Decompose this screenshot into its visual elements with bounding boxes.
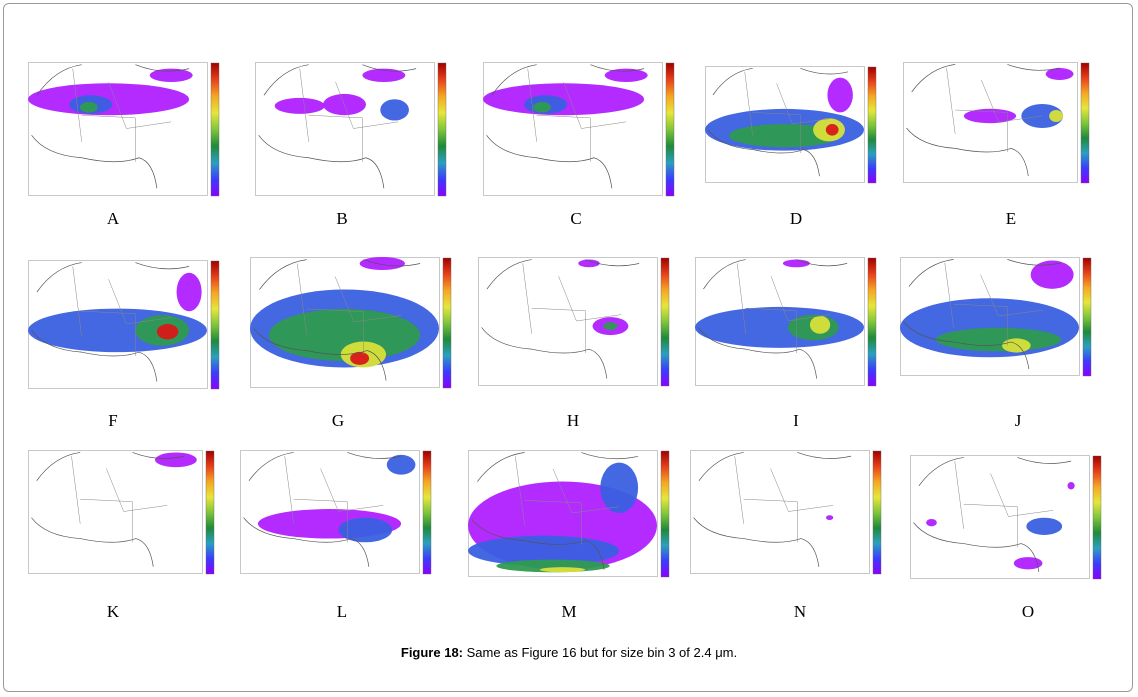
panel-l-map (240, 450, 432, 575)
panel-m-map (468, 450, 670, 578)
panel-k-map (28, 450, 215, 575)
panel-label-l: L (336, 602, 348, 621)
panel-label-i: I (793, 411, 799, 430)
panel-d-map (705, 66, 877, 184)
caption-label: Figure 18: (400, 645, 463, 660)
panel-i (695, 257, 880, 397)
caption-text: Same as Figure 16 but for size bin 3 of … (463, 645, 738, 660)
panel-label-g: G (331, 411, 345, 430)
panel-label-f: F (108, 411, 118, 430)
panel-c-map (483, 62, 675, 197)
panel-m (468, 450, 673, 588)
panel-e-map (903, 62, 1090, 184)
panel-d (705, 66, 880, 194)
panel-g (250, 257, 455, 399)
panel-n-map (690, 450, 882, 575)
panel-h-map (478, 257, 670, 387)
panel-n (690, 450, 885, 585)
panel-o (910, 455, 1105, 590)
panel-k (28, 450, 218, 585)
panel-h (478, 257, 673, 397)
panel-e (903, 62, 1093, 194)
panel-f-map (28, 260, 220, 390)
panel-label-b: B (336, 209, 348, 228)
panel-o-map (910, 455, 1102, 580)
figure-frame (3, 3, 1133, 692)
panel-j-map (900, 257, 1092, 377)
panel-label-j: J (1014, 411, 1022, 430)
panel-label-c: C (570, 209, 582, 228)
panel-label-e: E (1005, 209, 1017, 228)
panel-i-map (695, 257, 877, 387)
panel-g-map (250, 257, 452, 389)
panel-a (28, 62, 223, 207)
panel-l (240, 450, 435, 585)
panel-c (483, 62, 678, 207)
panel-label-a: A (106, 209, 120, 228)
panel-b-map (255, 62, 447, 197)
panel-label-h: H (566, 411, 580, 430)
panel-j (900, 257, 1095, 387)
panel-f (28, 260, 223, 400)
panel-b (255, 62, 450, 207)
panel-label-n: N (793, 602, 807, 621)
figure-caption: Figure 18: Same as Figure 16 but for siz… (0, 645, 1138, 660)
panel-label-o: O (1021, 602, 1035, 621)
panel-a-map (28, 62, 220, 197)
panel-label-d: D (789, 209, 803, 228)
panel-label-k: K (106, 602, 120, 621)
panel-label-m: M (561, 602, 577, 621)
